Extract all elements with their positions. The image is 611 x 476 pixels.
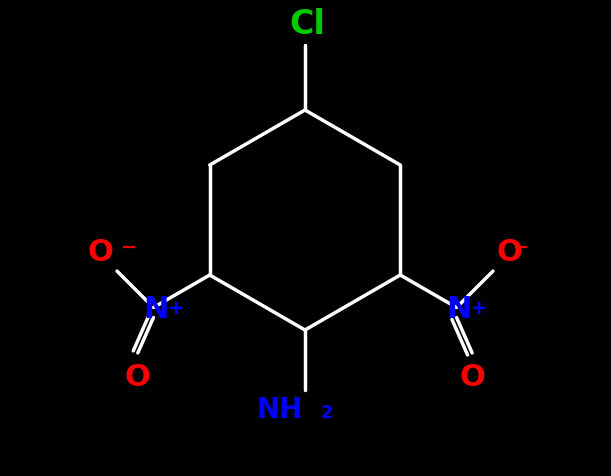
Text: N: N	[143, 295, 168, 324]
Text: O: O	[459, 363, 485, 392]
Text: +: +	[167, 299, 184, 318]
Text: 2: 2	[321, 404, 334, 422]
Text: N: N	[446, 295, 471, 324]
Text: O: O	[87, 238, 113, 267]
Text: −: −	[513, 238, 529, 257]
Text: −: −	[121, 238, 137, 257]
Text: NH: NH	[257, 396, 303, 424]
Text: Cl: Cl	[289, 8, 325, 41]
Text: O: O	[497, 238, 523, 267]
Text: +: +	[470, 299, 487, 318]
Text: O: O	[125, 363, 151, 392]
